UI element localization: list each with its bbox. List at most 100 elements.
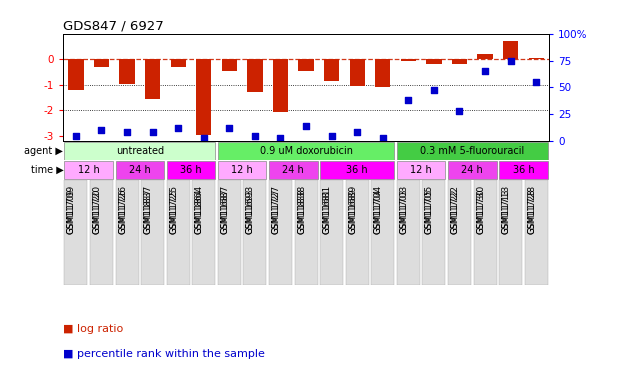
Bar [273, 59, 288, 112]
Point [173, 125, 183, 131]
Bar [218, 161, 266, 179]
Bar [247, 59, 262, 93]
Point [71, 133, 81, 139]
Bar [64, 142, 215, 160]
Bar [397, 180, 420, 285]
Text: GSM11726: GSM11726 [118, 188, 127, 234]
Bar [196, 59, 211, 135]
Point [275, 135, 285, 141]
Bar [90, 180, 113, 285]
Bar [115, 180, 139, 285]
Text: GSM11727: GSM11727 [271, 185, 280, 234]
Text: GSM11864: GSM11864 [195, 185, 204, 234]
Text: GSM11728: GSM11728 [527, 188, 536, 234]
Text: GSM11705: GSM11705 [425, 185, 434, 234]
Bar [141, 180, 164, 285]
Bar [422, 180, 445, 285]
Text: GSM11713: GSM11713 [502, 185, 510, 234]
Text: agent ▶: agent ▶ [25, 146, 63, 156]
Bar [448, 180, 471, 285]
Bar [529, 58, 544, 59]
Point [97, 127, 107, 133]
Text: GSM11687: GSM11687 [220, 185, 229, 234]
Text: GSM11687: GSM11687 [220, 188, 229, 234]
Bar [499, 161, 548, 179]
Text: GSM11709: GSM11709 [67, 185, 76, 234]
Text: GSM11689: GSM11689 [348, 185, 357, 234]
Point [148, 129, 158, 135]
Bar [94, 59, 109, 67]
Bar [320, 161, 394, 179]
Bar [167, 180, 190, 285]
Bar [324, 59, 339, 81]
Text: ■ percentile rank within the sample: ■ percentile rank within the sample [63, 349, 265, 359]
Text: GSM11727: GSM11727 [271, 188, 280, 234]
Bar [401, 59, 416, 60]
Point [301, 123, 311, 129]
Text: 0.3 mM 5-fluorouracil: 0.3 mM 5-fluorouracil [420, 146, 524, 156]
Bar [269, 180, 292, 285]
Bar [298, 59, 314, 71]
Bar [167, 161, 215, 179]
Bar [426, 59, 442, 64]
Point [403, 97, 413, 103]
Bar [525, 180, 548, 285]
Text: GSM11704: GSM11704 [374, 185, 383, 234]
Text: time ▶: time ▶ [31, 165, 63, 175]
Text: 12 h: 12 h [410, 165, 432, 175]
Text: ■ log ratio: ■ log ratio [63, 324, 123, 334]
Bar [397, 142, 548, 160]
Text: GSM11838: GSM11838 [297, 188, 306, 234]
Bar [320, 180, 343, 285]
Text: GSM11838: GSM11838 [297, 185, 306, 234]
Bar [64, 180, 87, 285]
Text: GSM11722: GSM11722 [451, 185, 459, 234]
Text: GSM11681: GSM11681 [322, 185, 332, 234]
Text: 12 h: 12 h [78, 165, 100, 175]
Text: GSM11693: GSM11693 [246, 188, 255, 234]
Text: GSM11726: GSM11726 [118, 185, 127, 234]
Point [480, 68, 490, 74]
Bar [499, 180, 522, 285]
Bar [218, 142, 394, 160]
Point [199, 135, 209, 141]
Bar [221, 59, 237, 71]
Point [505, 57, 516, 63]
Text: GSM11681: GSM11681 [322, 188, 332, 234]
Point [224, 125, 234, 131]
Text: GSM11730: GSM11730 [476, 188, 485, 234]
Bar [64, 161, 113, 179]
Bar [115, 161, 164, 179]
Bar [170, 59, 186, 67]
Text: GDS847 / 6927: GDS847 / 6927 [63, 20, 164, 33]
Text: 36 h: 36 h [512, 165, 534, 175]
Text: 24 h: 24 h [129, 165, 151, 175]
Bar [371, 180, 394, 285]
Text: 24 h: 24 h [461, 165, 483, 175]
Bar [192, 180, 215, 285]
Text: GSM11689: GSM11689 [348, 188, 357, 234]
Bar [478, 54, 493, 59]
Text: GSM11725: GSM11725 [169, 188, 178, 234]
Bar [350, 59, 365, 86]
Bar [218, 180, 241, 285]
Text: GSM11725: GSM11725 [169, 185, 178, 234]
Text: 12 h: 12 h [231, 165, 253, 175]
Text: GSM11703: GSM11703 [399, 185, 408, 234]
Text: GSM11720: GSM11720 [93, 185, 102, 234]
Bar [68, 59, 83, 90]
Point [454, 108, 464, 114]
Text: GSM11730: GSM11730 [476, 185, 485, 234]
Text: 0.9 uM doxorubicin: 0.9 uM doxorubicin [259, 146, 353, 156]
Text: GSM11705: GSM11705 [425, 188, 434, 234]
Text: GSM11704: GSM11704 [374, 188, 383, 234]
Bar [119, 59, 134, 84]
Bar [397, 161, 445, 179]
Point [327, 133, 337, 139]
Bar [473, 180, 497, 285]
Bar [269, 161, 317, 179]
Text: GSM11713: GSM11713 [502, 188, 510, 234]
Text: GSM11703: GSM11703 [399, 188, 408, 234]
Point [378, 135, 388, 141]
Text: GSM11837: GSM11837 [144, 185, 153, 234]
